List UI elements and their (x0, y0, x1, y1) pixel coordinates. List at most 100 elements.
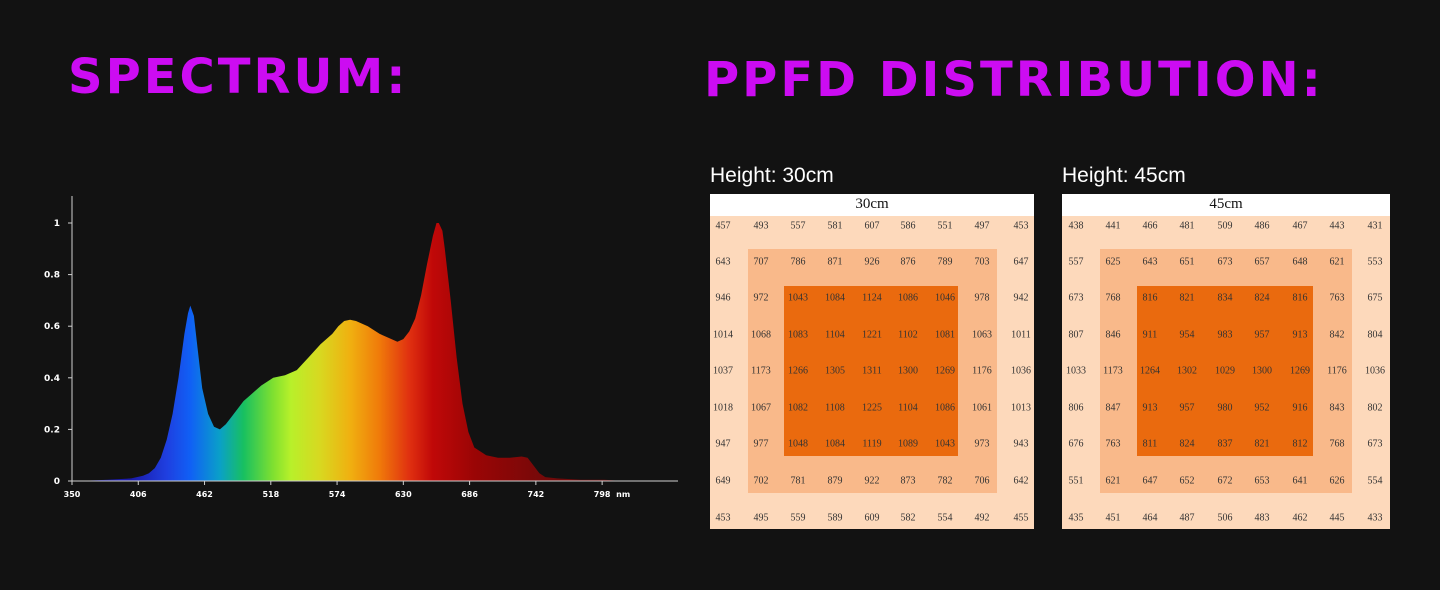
ppfd-value-cell: 445 (1329, 512, 1345, 524)
ppfd-value-cell: 1104 (898, 402, 918, 414)
ppfd-value-cell: 957 (1179, 402, 1195, 414)
ppfd-value-cell: 1305 (825, 365, 845, 377)
ppfd-value-cell: 816 (1142, 292, 1158, 304)
ppfd-value-cell: 457 (715, 220, 731, 232)
ppfd-value-cell: 942 (1013, 292, 1029, 304)
ppfd-value-cell: 557 (1068, 256, 1084, 268)
ppfd-value-cell: 706 (974, 475, 990, 487)
ppfd-value-cell: 952 (1254, 402, 1270, 414)
ppfd-grid-title: 45cm (1062, 194, 1390, 216)
ppfd-value-cell: 707 (753, 256, 769, 268)
ppfd-value-cell: 1300 (1252, 365, 1272, 377)
ppfd-value-cell: 462 (1292, 512, 1308, 524)
ppfd-value-cell: 643 (1142, 256, 1158, 268)
ppfd-value-cell: 553 (1367, 256, 1383, 268)
ppfd-value-cell: 481 (1179, 220, 1195, 232)
ppfd-value-cell: 702 (753, 475, 769, 487)
ppfd-value-cell: 1036 (1011, 365, 1031, 377)
ppfd-value-cell: 495 (753, 512, 769, 524)
ppfd-value-cell: 438 (1068, 220, 1084, 232)
ppfd-value-cell: 1029 (1215, 365, 1235, 377)
x-tick-label: 686 (461, 490, 478, 499)
ppfd-value-cell: 649 (715, 475, 731, 487)
ppfd-value-cell: 811 (1142, 438, 1158, 450)
height-label-30cm: Height: 30cm (710, 164, 834, 187)
ppfd-value-cell: 487 (1179, 512, 1195, 524)
ppfd-value-cell: 467 (1292, 220, 1308, 232)
ppfd-value-cell: 497 (974, 220, 990, 232)
ppfd-value-cell: 1011 (1011, 329, 1031, 341)
x-tick-label: 574 (329, 490, 346, 499)
ppfd-value-cell: 466 (1142, 220, 1158, 232)
ppfd-value-cell: 557 (790, 220, 806, 232)
ppfd-value-cell: 672 (1217, 475, 1233, 487)
ppfd-value-cell: 1124 (862, 292, 882, 304)
ppfd-value-cell: 1221 (862, 329, 882, 341)
ppfd-value-cell: 943 (1013, 438, 1029, 450)
ppfd-value-cell: 509 (1217, 220, 1233, 232)
y-tick-label: 0.6 (44, 322, 60, 332)
ppfd-value-cell: 1173 (1103, 365, 1123, 377)
ppfd-value-cell: 431 (1367, 220, 1383, 232)
ppfd-value-cell: 876 (900, 256, 916, 268)
spectrum-heading: SPECTRUM: (68, 49, 409, 105)
ppfd-value-cell: 559 (790, 512, 806, 524)
ppfd-value-cell: 1043 (935, 438, 955, 450)
ppfd-zone-core (1137, 286, 1313, 456)
ppfd-value-cell: 493 (753, 220, 769, 232)
ppfd-grid-45cm: 45cm 438 441 466 481 509 486 467 443 431 557 625 64… (1062, 194, 1390, 529)
ppfd-value-cell: 1018 (713, 402, 733, 414)
ppfd-grid-title: 30cm (710, 194, 1034, 216)
y-tick-label: 1 (54, 219, 60, 229)
ppfd-value-cell: 676 (1068, 438, 1084, 450)
ppfd-value-cell: 947 (715, 438, 731, 450)
ppfd-value-cell: 911 (1142, 329, 1158, 341)
height-label-45cm: Height: 45cm (1062, 164, 1186, 187)
ppfd-zone-core (784, 286, 958, 456)
x-tick-label: 462 (196, 490, 213, 499)
ppfd-value-cell: 1176 (1327, 365, 1347, 377)
ppfd-value-cell: 643 (715, 256, 731, 268)
x-tick-label: 350 (64, 490, 81, 499)
ppfd-value-cell: 983 (1217, 329, 1233, 341)
y-tick-label: 0.2 (44, 425, 60, 435)
ppfd-value-cell: 834 (1217, 292, 1233, 304)
ppfd-value-cell: 763 (1105, 438, 1121, 450)
ppfd-value-cell: 1300 (898, 365, 918, 377)
ppfd-value-cell: 441 (1105, 220, 1121, 232)
ppfd-value-cell: 1173 (751, 365, 771, 377)
ppfd-value-cell: 957 (1254, 329, 1270, 341)
ppfd-value-cell: 675 (1367, 292, 1383, 304)
ppfd-value-cell: 1043 (788, 292, 808, 304)
ppfd-value-cell: 443 (1329, 220, 1345, 232)
ppfd-value-cell: 1266 (788, 365, 808, 377)
ppfd-value-cell: 551 (1068, 475, 1084, 487)
ppfd-value-cell: 1225 (862, 402, 882, 414)
ppfd-value-cell: 926 (864, 256, 880, 268)
ppfd-value-cell: 1081 (935, 329, 955, 341)
ppfd-value-cell: 1119 (862, 438, 882, 450)
ppfd-value-cell: 1086 (898, 292, 918, 304)
ppfd-value-cell: 1104 (825, 329, 845, 341)
ppfd-value-cell: 824 (1254, 292, 1270, 304)
ppfd-value-cell: 433 (1367, 512, 1383, 524)
ppfd-value-cell: 653 (1254, 475, 1270, 487)
ppfd-value-cell: 453 (715, 512, 731, 524)
ppfd-value-cell: 1084 (825, 292, 845, 304)
ppfd-distribution-heading: PPFD DISTRIBUTION: (704, 52, 1324, 108)
x-tick-label: 518 (262, 490, 279, 499)
ppfd-value-cell: 871 (827, 256, 843, 268)
ppfd-value-cell: 703 (974, 256, 990, 268)
ppfd-value-cell: 673 (1367, 438, 1383, 450)
ppfd-value-cell: 1048 (788, 438, 808, 450)
ppfd-value-cell: 621 (1329, 256, 1345, 268)
ppfd-value-cell: 554 (1367, 475, 1383, 487)
ppfd-value-cell: 551 (937, 220, 953, 232)
ppfd-value-cell: 1089 (898, 438, 918, 450)
x-tick-label: 798 (594, 490, 611, 499)
ppfd-value-cell: 1176 (972, 365, 992, 377)
ppfd-value-cell: 621 (1105, 475, 1121, 487)
ppfd-value-cell: 1086 (935, 402, 955, 414)
ppfd-value-cell: 1063 (972, 329, 992, 341)
ppfd-value-cell: 581 (827, 220, 843, 232)
